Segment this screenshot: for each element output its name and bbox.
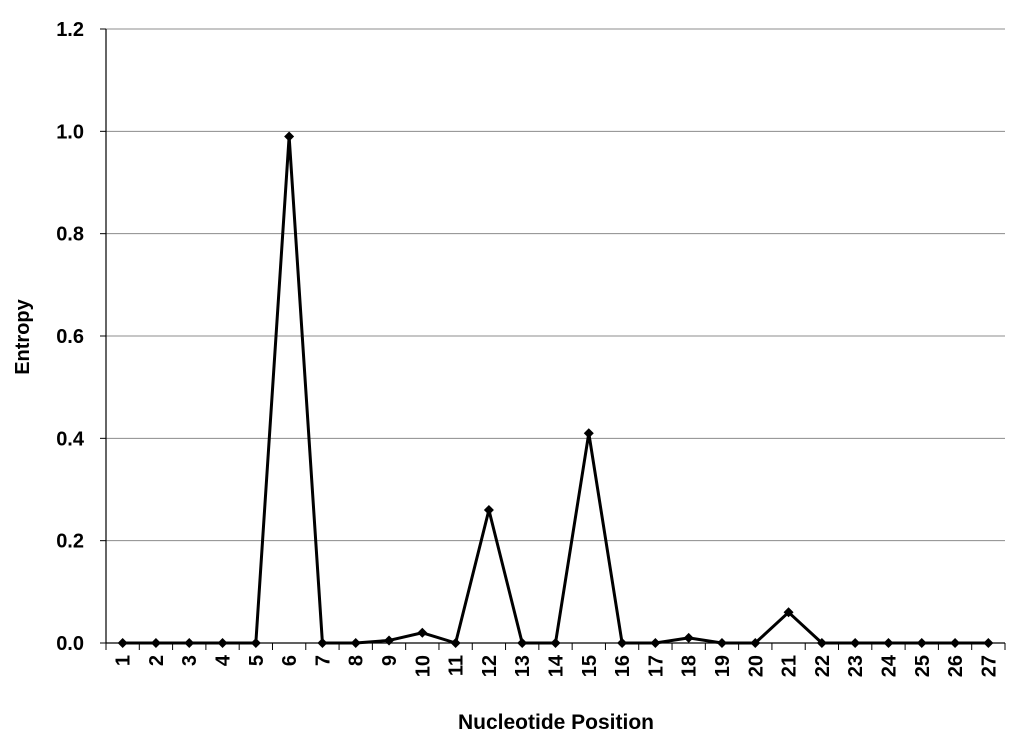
data-point-marker (850, 638, 861, 648)
series-markers (117, 131, 994, 648)
x-tick-label: 26 (945, 655, 967, 677)
x-tick-label: 7 (312, 655, 334, 666)
data-point-marker (916, 638, 927, 648)
data-point-marker (483, 504, 494, 515)
data-point-marker (650, 638, 661, 648)
x-tick-label: 1 (113, 655, 135, 666)
x-tick-label: 8 (346, 655, 368, 666)
y-tick-label: 1.2 (56, 19, 84, 41)
x-tick-label: 17 (645, 655, 667, 677)
gridlines (106, 28, 1005, 542)
data-point-marker (350, 638, 361, 648)
data-point-marker (317, 638, 328, 648)
data-point-marker (417, 627, 428, 638)
x-tick-label: 18 (679, 655, 701, 677)
data-point-marker (716, 638, 727, 648)
data-point-marker (217, 638, 228, 648)
data-point-marker (683, 632, 694, 643)
data-point-marker (284, 131, 295, 142)
data-point-marker (550, 638, 561, 648)
data-point-marker (816, 638, 827, 648)
x-tick-label: 5 (246, 655, 268, 666)
data-point-marker (250, 638, 261, 648)
x-tick-label: 2 (146, 655, 168, 666)
data-point-marker (583, 428, 594, 439)
y-tick-label: 0.4 (56, 428, 85, 450)
x-tick-label: 20 (745, 655, 767, 677)
data-point-marker (617, 638, 628, 648)
axes (100, 28, 1006, 650)
x-tick-label: 10 (412, 655, 434, 677)
data-point-marker (450, 638, 461, 648)
x-tick-labels: 1 2 3 4 5 6 7 8 9 10 11 12 13 14 15 16 17 18 19 20 21 22 23 24 2… (113, 654, 1001, 677)
x-tick-label: 22 (812, 655, 834, 677)
data-point-marker (184, 638, 195, 648)
x-tick-label: 3 (179, 655, 201, 666)
data-point-marker (983, 638, 994, 648)
data-point-marker (950, 638, 961, 648)
y-tick-label: 0.6 (56, 326, 84, 348)
x-tick-label: 11 (446, 655, 468, 676)
x-tick-label: 25 (912, 655, 934, 677)
x-tick-label: 27 (978, 655, 1000, 677)
y-axis-title: Entropy (12, 298, 34, 374)
data-point-marker (117, 638, 128, 648)
y-tick-label: 0.0 (56, 633, 84, 655)
data-point-marker (517, 638, 528, 648)
x-axis-title: Nucleotide Position (458, 711, 654, 734)
y-tick-label: 1.0 (56, 121, 84, 143)
y-tick-labels: 0.0 0.2 0.4 0.6 0.8 1.0 1.2 (56, 19, 85, 655)
x-tick-label: 15 (579, 655, 601, 677)
x-tick-label: 16 (612, 655, 634, 677)
data-point-marker (783, 607, 794, 618)
series-line (122, 134, 989, 645)
x-tick-label: 9 (379, 655, 401, 666)
x-tick-label: 23 (845, 655, 867, 677)
x-tick-label: 13 (512, 655, 534, 677)
series-line-path (122, 134, 989, 645)
x-tick-label: 24 (878, 654, 900, 677)
x-tick-label: 4 (213, 654, 235, 666)
x-tick-label: 12 (479, 655, 501, 677)
x-tick-label: 19 (712, 655, 734, 677)
data-point-marker (150, 638, 161, 648)
x-tick-label: 6 (279, 655, 301, 666)
y-tick-label: 0.8 (56, 224, 84, 246)
data-point-marker (883, 638, 894, 648)
y-tick-label: 0.2 (56, 531, 84, 553)
x-tick-label: 21 (779, 655, 801, 677)
data-point-marker (384, 635, 395, 646)
x-tick-label: 14 (546, 654, 568, 677)
data-point-marker (750, 638, 761, 648)
